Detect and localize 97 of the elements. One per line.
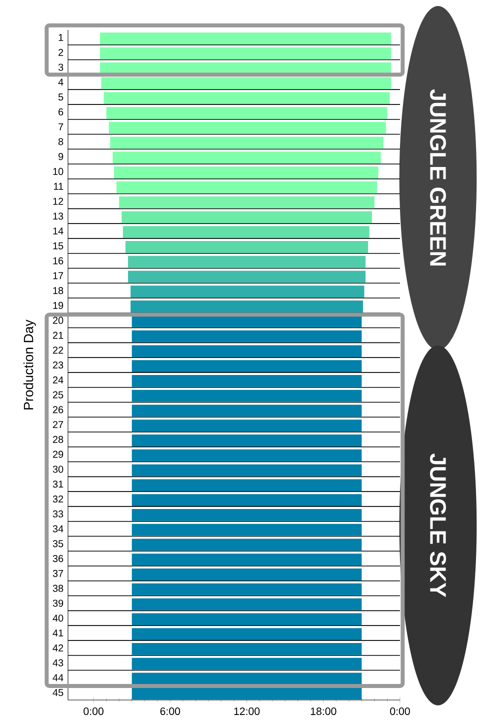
bar [121, 211, 372, 224]
y-tick-label: 40 [52, 614, 64, 622]
y-tick-label: 44 [52, 674, 64, 682]
y-tick-label: 10 [53, 168, 64, 175]
bar [101, 77, 391, 90]
bar [132, 538, 362, 551]
y-tick-label: 19 [53, 302, 63, 309]
bar [132, 345, 362, 358]
y-tick-label: 25 [52, 391, 63, 398]
bar [104, 92, 390, 104]
x-tick-label: 0:00 [83, 708, 104, 716]
bar [132, 315, 362, 328]
y-tick-label: 38 [52, 584, 63, 592]
x-tick-label: 18:00 [310, 708, 336, 716]
y-tick-label: 18 [53, 287, 63, 294]
bar [132, 524, 362, 536]
bar [132, 583, 362, 596]
y-tick-label: 42 [52, 644, 63, 652]
bar [106, 106, 388, 119]
bar [118, 196, 374, 208]
y-tick-label: 43 [52, 659, 63, 666]
bar [114, 166, 378, 178]
y-tick-label: 28 [52, 436, 63, 443]
y-tick-label: 23 [52, 361, 63, 369]
y-tick-label: 8 [58, 138, 63, 146]
bar [132, 613, 362, 626]
y-tick-label: 36 [52, 555, 63, 562]
bar [132, 449, 362, 462]
y-tick-label: 2 [58, 48, 63, 56]
y-tick-label: 41 [52, 630, 63, 636]
y-axis-title: Production Day [23, 320, 36, 410]
y-tick-label: 3 [58, 64, 63, 71]
bar [132, 420, 362, 432]
y-tick-label: 30 [52, 466, 64, 473]
bar [112, 152, 381, 164]
bar [132, 390, 362, 402]
bar [132, 658, 362, 670]
y-tick-label: 21 [52, 332, 63, 339]
bar [110, 136, 384, 149]
y-tick-label: 37 [52, 570, 63, 577]
y-tick-label: 12 [53, 198, 63, 205]
y-tick-label: 11 [54, 182, 63, 190]
bar [108, 122, 386, 134]
y-tick-label: 26 [52, 406, 63, 414]
y-tick-label: 6 [58, 108, 63, 116]
bar [132, 464, 362, 476]
bar [130, 286, 364, 298]
text: JUNGLE SKY [430, 454, 446, 598]
y-tick-label: 17 [53, 272, 63, 280]
y-tick-label: 9 [58, 153, 63, 160]
y-tick-label: 33 [52, 510, 63, 518]
y-tick-label: 14 [53, 228, 64, 234]
bar [132, 330, 362, 342]
y-tick-label: 31 [52, 480, 63, 488]
y-tick-label: 27 [52, 421, 63, 428]
y-tick-label: 34 [52, 525, 64, 532]
y-tick-label: 15 [53, 242, 63, 250]
y-tick-label: 7 [58, 123, 63, 130]
y-tick-label: 5 [58, 94, 63, 100]
text: JUNGLE GREEN [430, 89, 446, 266]
bar [100, 32, 391, 44]
bar [132, 434, 362, 446]
y-tick-label: 13 [53, 212, 63, 220]
bar [100, 47, 391, 60]
bar [132, 672, 362, 685]
y-tick-label: 29 [52, 450, 63, 458]
bar [132, 479, 362, 492]
bar [132, 494, 362, 506]
bar [130, 300, 363, 312]
bar [132, 360, 362, 372]
bar [132, 628, 362, 640]
y-tick-label: 45 [52, 689, 63, 696]
bar [128, 270, 366, 283]
x-tick-label: 12:00 [234, 708, 260, 716]
bar [132, 598, 362, 610]
bar [132, 374, 362, 387]
y-tick-label: 20 [52, 316, 64, 324]
x-tick-label: 0:00 [390, 708, 410, 716]
y-tick-label: 4 [58, 78, 64, 86]
bar [132, 554, 362, 566]
bar [132, 404, 362, 417]
bar [132, 568, 362, 580]
y-tick-label: 32 [52, 495, 63, 503]
bar [122, 226, 370, 238]
y-tick-label: 1 [58, 34, 63, 41]
bar [132, 642, 362, 655]
y-tick-label: 35 [52, 540, 63, 548]
y-tick-label: 24 [52, 376, 64, 384]
bar [128, 256, 366, 268]
x-tick-label: 6:00 [160, 708, 180, 716]
bar [132, 508, 362, 521]
bar [116, 181, 377, 194]
bar [132, 688, 362, 700]
y-tick-label: 39 [52, 600, 63, 607]
y-tick-label: 16 [53, 257, 63, 264]
y-tick-label: 22 [52, 346, 63, 354]
bar [125, 240, 368, 253]
